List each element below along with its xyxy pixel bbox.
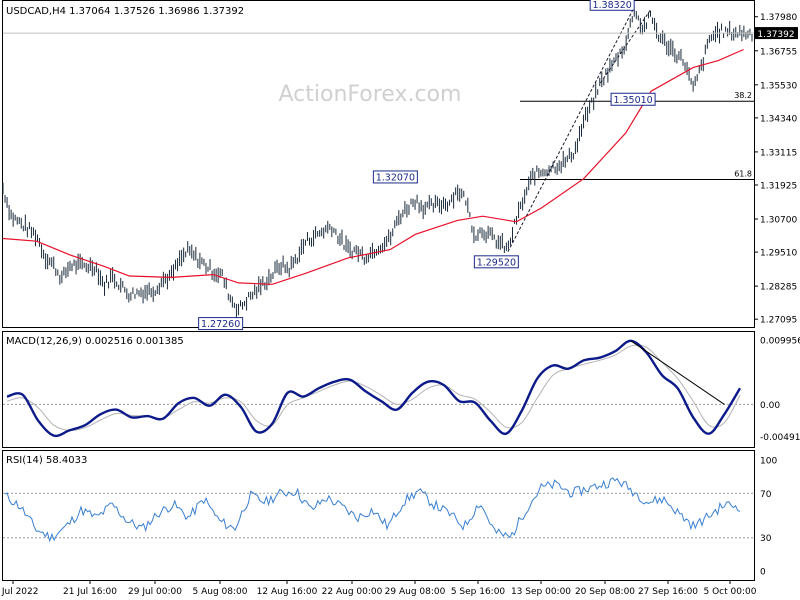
price-y-label: 1.28285 [760, 283, 797, 293]
trend-line-up [507, 7, 635, 253]
rsi-y-label: 30 [760, 534, 772, 544]
annotation-label: 1.38320 [593, 0, 632, 11]
rsi-title: RSI(14) 58.4033 [6, 455, 87, 466]
annotation-label: 1.29520 [477, 257, 516, 268]
x-tick-label: 29 Aug 08:00 [385, 587, 446, 597]
price-y-label: 1.35530 [760, 81, 797, 91]
rsi-y-label: 100 [760, 457, 777, 467]
price-y-label: 1.30700 [760, 216, 797, 226]
current-price-marker: 1.37392 [3, 27, 798, 40]
current-price-label: 1.37392 [757, 30, 794, 40]
price-y-label: 1.33115 [760, 148, 797, 158]
annotation-box [610, 92, 656, 106]
x-tick-label: 20 Sep 08:00 [575, 587, 635, 597]
x-tick-label: 5 Oct 00:00 [704, 587, 757, 597]
macd-signal-line [6, 344, 741, 431]
rsi-y-label: 70 [760, 490, 772, 500]
x-tick-label: 12 Aug 16:00 [257, 587, 318, 597]
x-tick-label: 22 Aug 00:00 [322, 587, 383, 597]
price-y-label: 1.37980 [760, 13, 797, 23]
symbol-title: USDCAD,H4 1.37064 1.37526 1.36986 1.3739… [6, 6, 244, 17]
macd-y-label: 0.009956 [760, 336, 800, 346]
time-axis: 14 Jul 2022 21 Jul 16:00 29 Jul 00:00 5 Aug… [0, 580, 757, 597]
x-tick-label: 21 Jul 16:00 [63, 587, 117, 597]
x-tick-label: 14 Jul 2022 [0, 587, 38, 597]
trend-lines [507, 7, 652, 253]
macd-y-axis: 0.009956 0.00 -0.004912 [760, 336, 800, 443]
macd-lines [6, 339, 742, 438]
candlesticks [2, 9, 753, 318]
price-panel-frame [2, 0, 755, 328]
annotation-box [198, 317, 244, 331]
annotation-label: 1.27260 [201, 319, 240, 330]
x-tick-label: 29 Jul 00:00 [128, 587, 182, 597]
moving-average [2, 48, 744, 285]
current-price-box [755, 27, 798, 40]
moving-average-line [2, 48, 744, 285]
rsi-y-label: 0 [760, 568, 766, 578]
annotation-label: 1.35010 [613, 95, 652, 106]
rsi-grid [3, 492, 754, 539]
fib-label: 38.2 [734, 91, 752, 100]
watermark: ActionForex.com [279, 82, 462, 107]
macd-title: MACD(12,26,9) 0.002516 0.001385 [6, 336, 184, 347]
price-y-label: 1.31925 [760, 181, 797, 191]
x-tick-label: 5 Sep 16:00 [451, 587, 506, 597]
annotation-box [589, 0, 635, 11]
x-tick-label: 27 Sep 16:00 [638, 587, 698, 597]
x-tick-label: 5 Aug 08:00 [193, 587, 248, 597]
rsi-line [4, 477, 741, 543]
price-y-label: 1.29510 [760, 249, 797, 259]
price-y-label: 1.34340 [760, 114, 797, 124]
macd-y-label: -0.004912 [760, 433, 800, 443]
price-y-label: 1.27095 [760, 316, 797, 326]
fib-label: 61.8 [734, 170, 752, 179]
macd-divergence-line [630, 340, 725, 405]
x-tick-label: 13 Sep 00:00 [511, 587, 571, 597]
macd-line [6, 339, 742, 438]
macd-y-label: 0.00 [760, 401, 780, 411]
annotation-box [473, 255, 519, 269]
annotation-box [372, 170, 418, 184]
price-annotations: 1.38320 1.32070 1.29520 1.27260 1.35010 [198, 0, 656, 331]
annotation-label: 1.32070 [376, 172, 415, 183]
rsi-panel-frame [2, 450, 755, 581]
price-y-axis: 1.37980 1.36755 1.35530 1.34340 1.33115 1.319… [754, 13, 797, 326]
price-y-label: 1.36755 [760, 47, 797, 57]
rsi-y-axis: 100 70 30 0 [760, 457, 777, 578]
rsi-lines [4, 477, 741, 543]
macd-panel-frame [2, 331, 755, 448]
